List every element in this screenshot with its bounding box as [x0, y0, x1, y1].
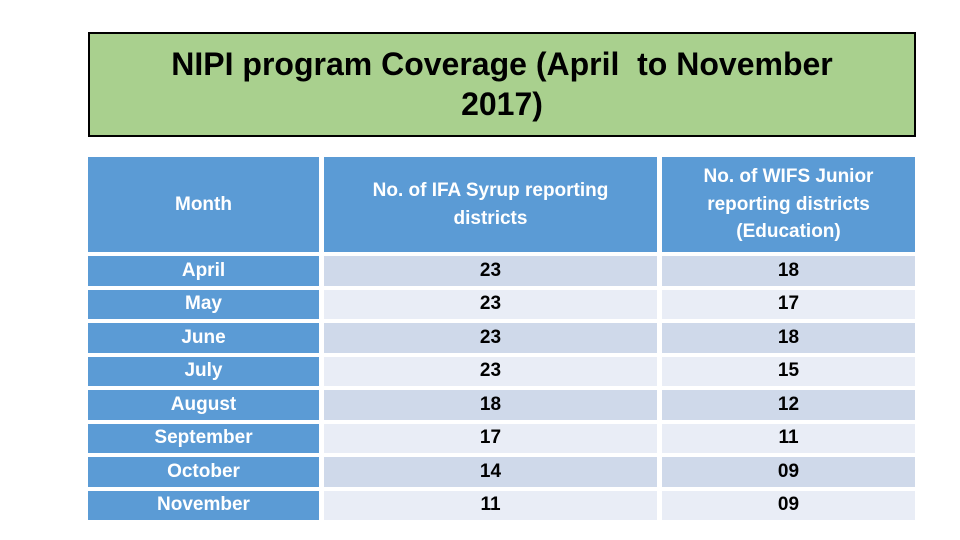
ifa-districts-cell: 18: [324, 390, 657, 420]
page-title-line-1: NIPI program Coverage (April to November: [171, 46, 833, 83]
month-cell: April: [88, 256, 319, 286]
wifs-districts-cell: 09: [662, 457, 915, 487]
page-title-line-2: 2017): [461, 85, 543, 122]
month-cell: October: [88, 457, 319, 487]
month-cell: June: [88, 323, 319, 353]
wifs-districts-cell: 12: [662, 390, 915, 420]
column-header-month: Month: [88, 157, 319, 252]
month-cell: August: [88, 390, 319, 420]
month-cell: July: [88, 356, 319, 386]
wifs-districts-cell: 11: [662, 423, 915, 453]
column-header-ifa-syrup: No. of IFA Syrup reporting districts: [324, 157, 657, 252]
coverage-table: Month No. of IFA Syrup reporting distric…: [88, 157, 915, 520]
wifs-districts-cell: 15: [662, 356, 915, 386]
ifa-districts-cell: 23: [324, 323, 657, 353]
title-box: NIPI program Coverage (April to November…: [88, 32, 916, 137]
column-header-wifs-junior: No. of WIFS Junior reporting districts (…: [662, 157, 915, 252]
wifs-districts-cell: 18: [662, 256, 915, 286]
month-cell: May: [88, 289, 319, 319]
month-cell: September: [88, 423, 319, 453]
ifa-districts-cell: 23: [324, 256, 657, 286]
month-cell: November: [88, 490, 319, 520]
ifa-districts-cell: 14: [324, 457, 657, 487]
ifa-districts-cell: 17: [324, 423, 657, 453]
ifa-districts-cell: 11: [324, 490, 657, 520]
wifs-districts-cell: 17: [662, 289, 915, 319]
ifa-districts-cell: 23: [324, 289, 657, 319]
wifs-districts-cell: 09: [662, 490, 915, 520]
wifs-districts-cell: 18: [662, 323, 915, 353]
ifa-districts-cell: 23: [324, 356, 657, 386]
